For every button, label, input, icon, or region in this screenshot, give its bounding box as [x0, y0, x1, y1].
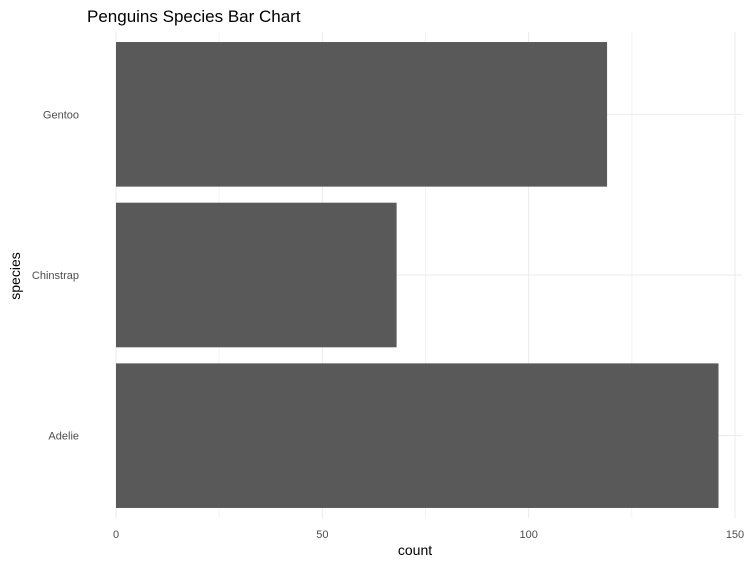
bar-gentoo — [116, 42, 608, 187]
y-tick-labels: Adelie Chinstrap Gentoo — [32, 109, 79, 442]
y-tick-label: Chinstrap — [32, 270, 79, 282]
bar-adelie — [116, 363, 719, 508]
x-tick-labels: 0 50 100 150 — [113, 529, 744, 541]
bars-group — [116, 42, 719, 508]
x-tick-label: 150 — [726, 529, 744, 541]
x-axis-title: count — [398, 542, 432, 558]
y-tick-label: Adelie — [48, 431, 79, 443]
bar-chinstrap — [116, 202, 397, 348]
x-tick-label: 0 — [113, 529, 119, 541]
y-tick-label: Gentoo — [43, 109, 79, 121]
x-tick-label: 100 — [519, 529, 537, 541]
chart-title: Penguins Species Bar Chart — [87, 7, 301, 26]
y-axis-title: species — [7, 252, 23, 299]
x-tick-label: 50 — [316, 529, 328, 541]
